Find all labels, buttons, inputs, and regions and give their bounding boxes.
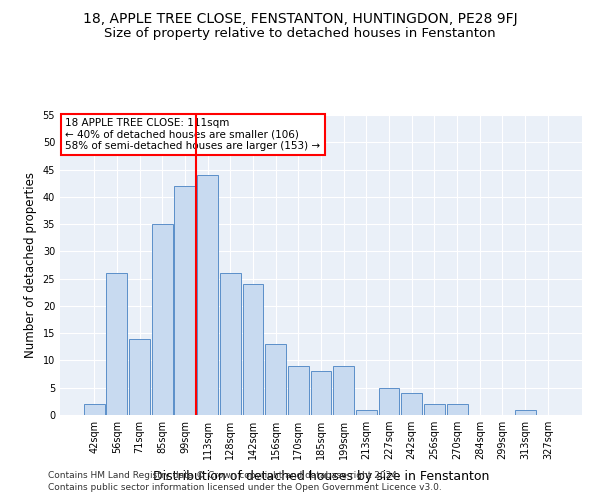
X-axis label: Distribution of detached houses by size in Fenstanton: Distribution of detached houses by size … bbox=[153, 470, 489, 484]
Y-axis label: Number of detached properties: Number of detached properties bbox=[24, 172, 37, 358]
Bar bbox=[129, 338, 150, 415]
Bar bbox=[424, 404, 445, 415]
Text: 18, APPLE TREE CLOSE, FENSTANTON, HUNTINGDON, PE28 9FJ: 18, APPLE TREE CLOSE, FENSTANTON, HUNTIN… bbox=[83, 12, 517, 26]
Text: Contains public sector information licensed under the Open Government Licence v3: Contains public sector information licen… bbox=[48, 484, 442, 492]
Bar bbox=[288, 366, 309, 415]
Bar bbox=[356, 410, 377, 415]
Text: 18 APPLE TREE CLOSE: 111sqm
← 40% of detached houses are smaller (106)
58% of se: 18 APPLE TREE CLOSE: 111sqm ← 40% of det… bbox=[65, 118, 320, 151]
Bar bbox=[333, 366, 354, 415]
Bar bbox=[311, 372, 331, 415]
Bar bbox=[197, 175, 218, 415]
Bar bbox=[242, 284, 263, 415]
Bar bbox=[106, 273, 127, 415]
Text: Contains HM Land Registry data © Crown copyright and database right 2024.: Contains HM Land Registry data © Crown c… bbox=[48, 471, 400, 480]
Bar bbox=[220, 273, 241, 415]
Bar bbox=[152, 224, 173, 415]
Bar bbox=[515, 410, 536, 415]
Bar bbox=[379, 388, 400, 415]
Bar bbox=[84, 404, 104, 415]
Bar bbox=[265, 344, 286, 415]
Bar bbox=[175, 186, 196, 415]
Bar bbox=[446, 404, 467, 415]
Text: Size of property relative to detached houses in Fenstanton: Size of property relative to detached ho… bbox=[104, 28, 496, 40]
Bar bbox=[401, 393, 422, 415]
